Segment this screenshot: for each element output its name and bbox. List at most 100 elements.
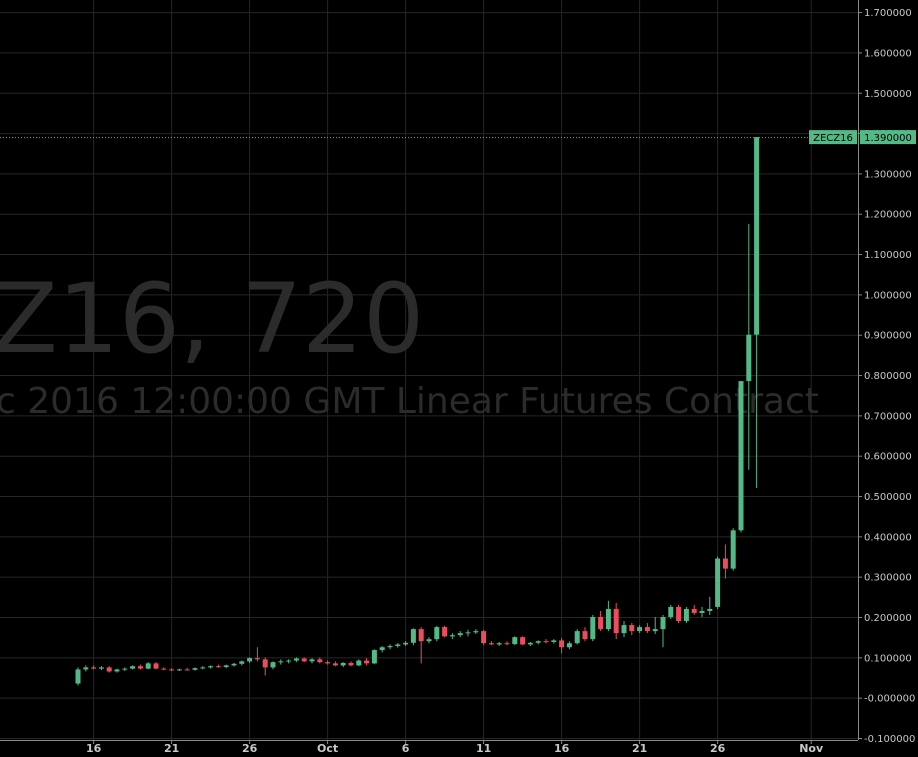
candle-body xyxy=(254,658,260,660)
candle-body xyxy=(231,663,237,666)
candle-body xyxy=(262,659,268,668)
candle-body xyxy=(364,660,370,664)
candle-body xyxy=(722,558,728,569)
candle-body xyxy=(114,669,120,672)
watermark: Z16, 720 c 2016 12:00:00 GMT Linear Futu… xyxy=(0,263,819,422)
candle-body xyxy=(496,643,502,645)
y-tick-label: 1.100000 xyxy=(864,250,912,261)
candle-body xyxy=(270,662,276,668)
candle-body xyxy=(598,617,604,630)
candle-body xyxy=(644,627,650,632)
price-tag xyxy=(860,130,916,145)
candle-body xyxy=(153,663,159,669)
candle-body xyxy=(239,661,245,664)
candle-body xyxy=(621,625,627,634)
x-tick-label: 6 xyxy=(402,742,410,755)
x-tick-label: 16 xyxy=(86,742,102,755)
candle-body xyxy=(582,631,588,640)
candle-body xyxy=(676,606,682,622)
candle-body xyxy=(691,608,697,613)
y-tick-label: 1.500000 xyxy=(864,89,912,100)
candle-body xyxy=(325,662,331,664)
candle-body xyxy=(332,663,338,666)
y-tick-label: 1.600000 xyxy=(864,48,912,59)
candle-body xyxy=(473,631,479,633)
candle-body xyxy=(98,667,104,669)
candle-body xyxy=(590,617,596,640)
candle-body xyxy=(754,137,760,335)
candle-body xyxy=(83,667,89,670)
candle-body xyxy=(75,669,81,684)
x-tick-label: 16 xyxy=(554,742,570,755)
y-tick-label: 0.400000 xyxy=(864,532,912,543)
candle-body xyxy=(371,650,377,664)
y-tick-label: 0.600000 xyxy=(864,452,912,463)
candle-body xyxy=(145,663,151,669)
x-tick-label: 26 xyxy=(242,742,258,755)
y-tick-label: -0.000000 xyxy=(864,694,915,705)
candle-body xyxy=(387,646,393,648)
y-tick-label: 0.300000 xyxy=(864,573,912,584)
candle-body xyxy=(200,667,206,669)
x-tick-label: Nov xyxy=(799,742,824,755)
candle-body xyxy=(340,662,346,666)
candle-body xyxy=(574,631,580,644)
candle-body xyxy=(91,667,97,669)
watermark-description: c 2016 12:00:00 GMT Linear Futures Contr… xyxy=(0,381,819,422)
candle-body xyxy=(543,641,549,643)
candle-body xyxy=(395,644,401,647)
candle-body xyxy=(465,632,471,634)
candle-body xyxy=(512,637,518,645)
candle-body xyxy=(605,608,611,630)
grid xyxy=(0,0,858,740)
candle-body xyxy=(122,668,128,670)
candle-body xyxy=(746,334,752,382)
candle-body xyxy=(130,666,136,669)
x-tick-label: Oct xyxy=(317,742,338,755)
candle-body xyxy=(293,658,299,661)
y-tick-label: 0.700000 xyxy=(864,411,912,422)
candle-body xyxy=(707,608,713,611)
candle-body xyxy=(192,668,198,670)
y-tick-label: -0.100000 xyxy=(864,734,915,745)
candle-body xyxy=(169,669,175,671)
y-tick-label: 0.800000 xyxy=(864,371,912,382)
symbol-label: ZECZ16 xyxy=(813,133,853,144)
y-tick-label: 1.000000 xyxy=(864,290,912,301)
candles xyxy=(0,137,858,686)
y-tick-label: 1.700000 xyxy=(864,8,912,19)
candle-body xyxy=(301,658,307,662)
candle-body xyxy=(488,643,494,645)
symbol-tag xyxy=(809,130,857,145)
candle-body xyxy=(278,661,284,663)
candle-body xyxy=(442,627,448,637)
candle-body xyxy=(683,608,689,622)
candle-body xyxy=(223,665,229,668)
candle-body xyxy=(137,666,143,669)
candle-body xyxy=(715,558,721,607)
candle-body xyxy=(106,667,112,672)
candle-body xyxy=(637,627,643,632)
y-tick-label: 0.500000 xyxy=(864,492,912,503)
candle-body xyxy=(379,647,385,651)
y-tick-label: 1.200000 xyxy=(864,210,912,221)
candle-body xyxy=(348,662,354,666)
x-tick-label: 21 xyxy=(632,742,647,755)
y-tick-label: 0.900000 xyxy=(864,331,912,342)
candle-body xyxy=(457,633,463,636)
candle-body xyxy=(449,635,455,637)
candle-body xyxy=(309,659,315,662)
candle-body xyxy=(410,629,416,643)
candle-body xyxy=(668,606,674,618)
axes: 1.7000001.6000001.5000001.4000001.300000… xyxy=(86,8,916,755)
candle-body xyxy=(699,610,705,613)
candle-body xyxy=(613,608,619,634)
candle-body xyxy=(520,637,526,645)
candle-body xyxy=(527,642,533,645)
y-tick-label: 0.200000 xyxy=(864,613,912,624)
candle-body xyxy=(184,669,190,671)
x-tick-label: 26 xyxy=(710,742,726,755)
candle-body xyxy=(504,643,510,645)
